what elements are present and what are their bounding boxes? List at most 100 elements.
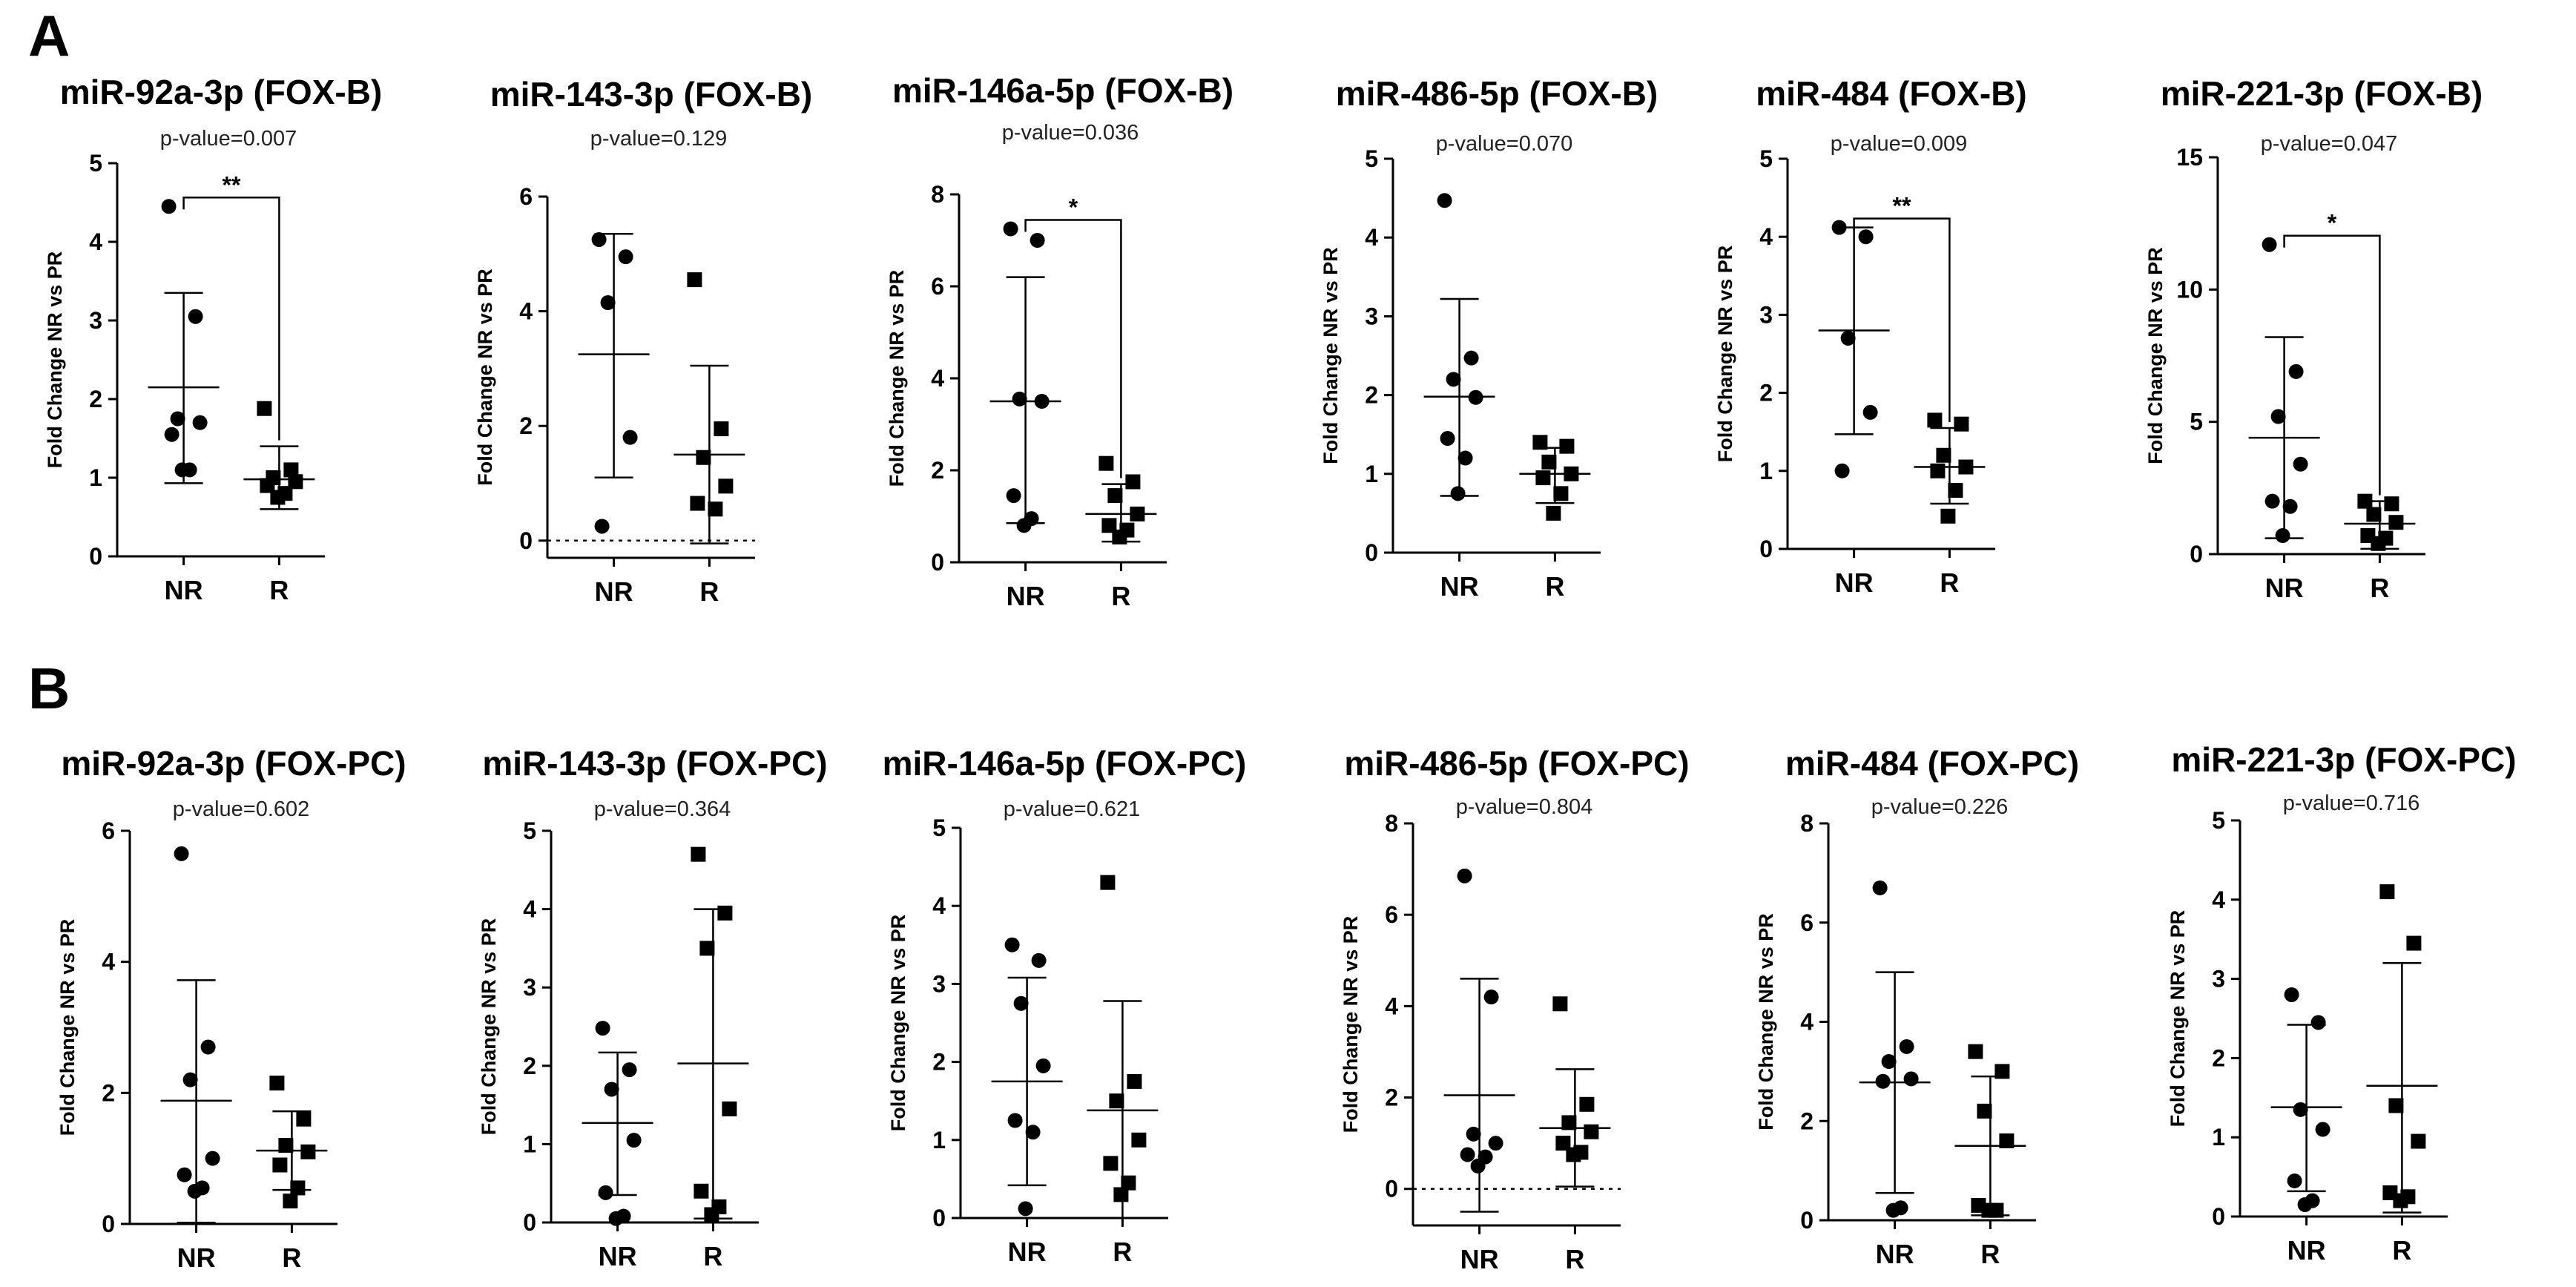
data-point-r bbox=[694, 1183, 709, 1199]
chart-5: miR-484 (FOX-PC) p-value=0.226 0 2 4 6 8 NR R Fol… bbox=[1755, 744, 2079, 1269]
data-point-nr bbox=[1872, 880, 1888, 895]
data-point-r bbox=[283, 1194, 298, 1209]
x-tick-label-nr: NR bbox=[1835, 567, 1874, 598]
chart-5: miR-484 (FOX-B) p-value=0.009 0 1 2 3 4 5 NR R Fol… bbox=[1714, 74, 2027, 598]
y-tick-label: 4 bbox=[1365, 224, 1378, 251]
x-tick-label-nr: NR bbox=[1007, 581, 1045, 611]
data-point-nr bbox=[1885, 1202, 1901, 1218]
x-tick-label-r: R bbox=[282, 1242, 301, 1273]
x-tick-label-r: R bbox=[269, 575, 289, 605]
data-point-nr bbox=[1840, 330, 1856, 346]
y-tick-label: 1 bbox=[1365, 461, 1378, 487]
p-value-label: p-value=0.364 bbox=[594, 797, 731, 821]
y-tick-label: 6 bbox=[519, 183, 533, 210]
y-tick-label: 0 bbox=[932, 1205, 946, 1231]
y-tick-label: 4 bbox=[89, 228, 102, 255]
y-tick-label: 2 bbox=[1800, 1107, 1814, 1134]
data-point-r bbox=[1552, 996, 1568, 1012]
significance-bracket bbox=[1024, 219, 1122, 478]
y-tick-label: 5 bbox=[1759, 145, 1773, 172]
data-point-r bbox=[2393, 1193, 2408, 1208]
data-point-nr bbox=[1450, 486, 1466, 501]
data-point-r bbox=[1541, 454, 1557, 470]
y-tick-label: 15 bbox=[2176, 144, 2203, 171]
data-point-r bbox=[690, 496, 705, 511]
data-point-nr bbox=[598, 1185, 613, 1200]
data-point-r bbox=[718, 478, 734, 494]
data-point-nr bbox=[170, 411, 185, 427]
data-point-r bbox=[1112, 529, 1127, 544]
data-point-nr bbox=[1034, 394, 1050, 409]
data-point-r bbox=[300, 1144, 316, 1159]
data-point-r bbox=[1121, 1175, 1136, 1191]
data-point-r bbox=[2357, 493, 2373, 509]
y-tick-label: 2 bbox=[102, 1079, 115, 1106]
x-tick-label-r: R bbox=[703, 1241, 722, 1271]
y-tick-label: 0 bbox=[1385, 1176, 1398, 1202]
y-tick-label: 2 bbox=[519, 412, 533, 439]
chart-6: miR-221-3p (FOX-B) p-value=0.047 0 5 10 15 NR R… bbox=[2144, 74, 2483, 603]
data-point-nr bbox=[600, 295, 616, 311]
data-point-r bbox=[270, 490, 286, 505]
data-point-r bbox=[1131, 1132, 1147, 1148]
data-point-nr bbox=[1018, 1201, 1033, 1217]
y-tick-label: 0 bbox=[89, 543, 102, 570]
data-point-nr bbox=[1003, 221, 1018, 237]
data-point-r bbox=[1109, 1093, 1124, 1109]
x-tick-label-nr: NR bbox=[1876, 1239, 1914, 1269]
significance-marker: * bbox=[1069, 194, 1078, 221]
y-tick-label: 6 bbox=[102, 817, 115, 844]
data-point-nr bbox=[1030, 233, 1045, 248]
data-point-r bbox=[288, 474, 303, 490]
data-point-nr bbox=[1440, 431, 1455, 447]
data-point-r bbox=[1930, 463, 1946, 478]
x-tick-label-nr: NR bbox=[177, 1242, 216, 1273]
y-tick-label: 5 bbox=[89, 150, 102, 177]
data-point-nr bbox=[1013, 995, 1029, 1011]
y-axis-label: Fold Change NR vs PR bbox=[1320, 247, 1342, 464]
p-value-label: p-value=0.716 bbox=[2283, 791, 2420, 815]
y-tick-label: 0 bbox=[2212, 1203, 2225, 1230]
y-tick-label: 5 bbox=[932, 814, 946, 841]
y-tick-label: 5 bbox=[1365, 145, 1378, 172]
y-axis-label: Fold Change NR vs PR bbox=[886, 270, 908, 487]
data-point-r bbox=[269, 1076, 285, 1091]
data-point-nr bbox=[1831, 220, 1847, 235]
y-tick-label: 0 bbox=[1759, 536, 1773, 562]
data-point-nr bbox=[2293, 1102, 2308, 1117]
y-tick-label: 4 bbox=[523, 896, 536, 923]
chart-3: miR-146a-5p (FOX-PC) p-value=0.621 0 1 2 3 4 5 N… bbox=[883, 744, 1247, 1267]
data-point-r bbox=[1940, 508, 1956, 524]
data-point-nr bbox=[622, 1062, 637, 1078]
data-point-nr bbox=[1012, 391, 1027, 406]
chart-1: miR-92a-3p (FOX-B) p-value=0.007 0 1 2 3 4 5 NR R… bbox=[44, 73, 382, 605]
y-tick-label: 0 bbox=[523, 1209, 536, 1236]
data-point-r bbox=[1553, 486, 1569, 501]
data-point-r bbox=[1098, 455, 1114, 471]
data-point-r bbox=[2406, 935, 2422, 951]
data-point-nr bbox=[187, 1183, 202, 1199]
data-point-r bbox=[278, 1138, 294, 1153]
p-value-label: p-value=0.129 bbox=[590, 127, 728, 151]
data-point-nr bbox=[177, 1167, 192, 1182]
chart-1: miR-92a-3p (FOX-PC) p-value=0.602 0 2 4 6 NR R F… bbox=[56, 744, 406, 1273]
data-point-nr bbox=[1488, 1136, 1503, 1151]
y-axis-label: Fold Change NR vs PR bbox=[56, 919, 79, 1136]
data-point-r bbox=[290, 1180, 306, 1196]
data-point-nr bbox=[1031, 952, 1047, 968]
data-point-nr bbox=[1875, 1073, 1891, 1089]
chart-3: miR-146a-5p (FOX-B) p-value=0.036 0 2 4 6 8 NR R… bbox=[886, 71, 1233, 611]
panel-letter: B bbox=[28, 656, 70, 721]
y-tick-label: 2 bbox=[1385, 1084, 1398, 1111]
data-point-nr bbox=[622, 429, 638, 445]
data-point-r bbox=[1994, 1064, 2010, 1079]
y-tick-label: 0 bbox=[1800, 1207, 1814, 1234]
chart-title: miR-486-5p (FOX-PC) bbox=[1344, 744, 1689, 783]
data-point-nr bbox=[1834, 463, 1850, 478]
x-tick-label-nr: NR bbox=[1440, 571, 1479, 602]
data-point-r bbox=[1958, 459, 1974, 475]
data-point-r bbox=[2371, 536, 2386, 551]
p-value-label: p-value=0.047 bbox=[2261, 132, 2398, 156]
data-point-r bbox=[272, 1157, 288, 1173]
